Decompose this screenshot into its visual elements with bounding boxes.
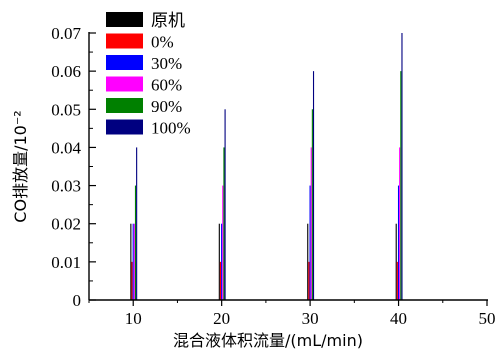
bar — [222, 185, 224, 300]
x-tick-label: 50 — [479, 309, 496, 328]
bar — [311, 109, 313, 300]
legend-label: 0% — [151, 33, 174, 52]
bar — [310, 147, 312, 300]
bar — [219, 261, 222, 300]
bar — [307, 223, 309, 300]
x-tick-label: 40 — [390, 309, 407, 328]
bar — [312, 71, 315, 300]
legend-swatch — [106, 119, 143, 135]
bar — [309, 185, 311, 300]
y-tick-label: 0 — [73, 291, 82, 310]
bar — [395, 223, 397, 300]
y-tick-label: 0.06 — [51, 62, 81, 81]
legend-swatch — [106, 33, 143, 49]
y-tick-label: 0.03 — [51, 177, 81, 196]
bar — [401, 33, 403, 300]
x-tick-label: 30 — [302, 309, 319, 328]
legend-swatch — [106, 76, 143, 92]
legend-label: 原机 — [151, 11, 185, 30]
bar — [131, 261, 133, 300]
bar — [132, 223, 134, 300]
x-tick-label: 20 — [213, 309, 230, 328]
legend-swatch — [106, 98, 143, 113]
bar — [399, 147, 401, 300]
bar — [308, 261, 310, 300]
bar — [397, 185, 400, 300]
bar — [136, 147, 138, 300]
legend-swatch — [106, 55, 143, 70]
legend-label: 30% — [151, 54, 182, 73]
bar — [133, 223, 135, 300]
y-tick-label: 0.01 — [51, 253, 81, 272]
bar — [396, 261, 398, 300]
y-tick-label: 0.04 — [51, 138, 81, 157]
ticks-layer: 0 0.01 0.02 0.03 0.04 0.05 0.06 0.07 10 20 30 40 50 — [51, 24, 495, 328]
legend-swatch — [106, 12, 143, 27]
y-axis-label: CO排放量/10⁻² — [11, 110, 30, 222]
x-axis-label: 混合液体积流量/(mL/min) — [173, 331, 363, 350]
bar — [224, 109, 226, 300]
bar — [134, 185, 137, 300]
legend: 原机 0% 30% 60% 90% 100% — [106, 11, 191, 138]
legend-label: 100% — [151, 119, 191, 138]
y-tick-label: 0.07 — [51, 24, 81, 43]
bar — [221, 223, 223, 300]
y-tick-label: 0.02 — [51, 215, 81, 234]
legend-label: 90% — [151, 97, 182, 116]
bar — [400, 71, 402, 300]
legend-label: 60% — [151, 76, 182, 95]
x-tick-label: 10 — [125, 309, 142, 328]
axes-layer — [88, 32, 488, 301]
bars-layer — [130, 33, 403, 300]
bar — [223, 147, 225, 300]
bar — [130, 223, 132, 300]
y-tick-label: 0.05 — [51, 100, 81, 119]
bar — [218, 223, 220, 300]
